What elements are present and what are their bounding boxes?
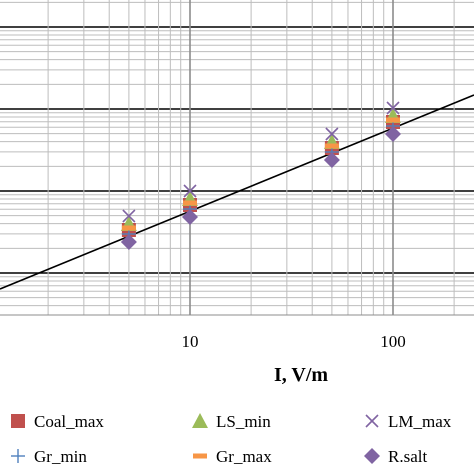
- marker-coal-max: [11, 414, 25, 428]
- marker-r-salt: [182, 209, 198, 225]
- legend-label: Gr_max: [216, 447, 272, 466]
- x-tick-label: 100: [380, 332, 406, 351]
- marker-gr-max: [183, 200, 197, 206]
- marker-gr-max: [193, 453, 207, 459]
- legend-item: Gr_max: [193, 447, 272, 466]
- marker-lm-max: [365, 414, 379, 428]
- x-tick-labels: 10 100: [182, 332, 406, 351]
- marker-lm-max: [386, 101, 400, 115]
- legend-item: LS_min: [192, 412, 271, 431]
- legend-label: Coal_max: [34, 412, 104, 431]
- legend-label: LS_min: [216, 412, 271, 431]
- legend-item: Gr_min: [11, 447, 87, 466]
- marker-lm-max-stroke: [325, 127, 339, 141]
- marker-lm-max: [325, 127, 339, 141]
- data-points: [120, 101, 401, 250]
- legend-item: LM_max: [365, 412, 452, 431]
- marker-lm-max-stroke: [365, 414, 379, 428]
- marker-gr-min: [11, 449, 25, 463]
- marker-r-salt: [364, 448, 380, 464]
- legend-item: R.salt: [364, 447, 427, 466]
- marker-r-salt: [120, 234, 137, 250]
- marker-r-salt: [385, 126, 401, 142]
- marker-lm-max-stroke: [183, 184, 197, 198]
- marker-lm-max-stroke: [386, 101, 400, 115]
- marker-lm-max: [183, 184, 197, 198]
- marker-lm-max-stroke: [122, 209, 136, 223]
- legend-item: Coal_max: [11, 412, 104, 431]
- legend: Coal_max LS_min LM_max Gr_min Gr_max R.salt: [11, 412, 452, 466]
- x-tick-label: 10: [182, 332, 199, 351]
- x-axis-title: I, V/m: [274, 364, 328, 386]
- marker-gr-max: [386, 117, 400, 123]
- marker-ls-min: [192, 413, 208, 428]
- legend-label: LM_max: [388, 412, 452, 431]
- marker-gr-max: [121, 225, 136, 231]
- marker-r-salt: [323, 152, 340, 168]
- legend-label: Gr_min: [34, 447, 87, 466]
- legend-label: R.salt: [388, 447, 427, 466]
- marker-lm-max: [122, 209, 136, 223]
- marker-gr-max: [324, 143, 339, 149]
- plot-background: [0, 0, 474, 330]
